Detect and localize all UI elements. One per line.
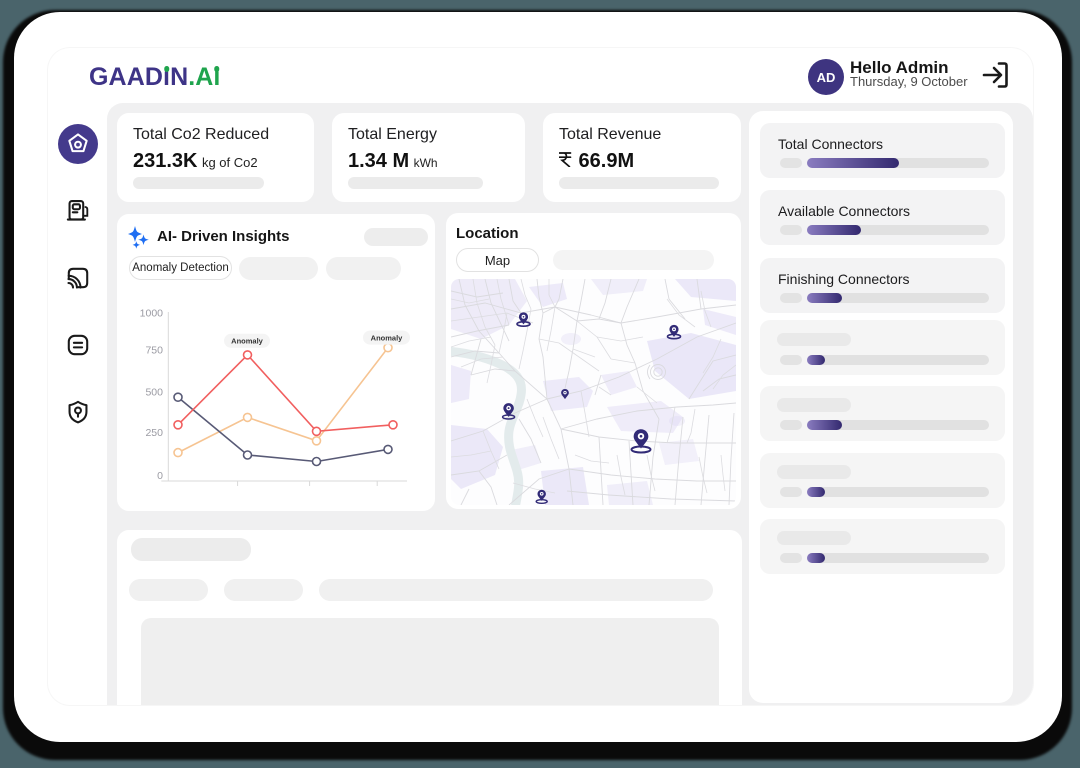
svg-text:Anomaly: Anomaly [231, 337, 264, 346]
svg-text:500: 500 [145, 386, 163, 398]
svg-text:Anomaly: Anomaly [371, 333, 404, 342]
svg-text:250: 250 [145, 427, 163, 439]
svg-text:750: 750 [145, 344, 163, 356]
svg-text:0: 0 [157, 470, 163, 482]
svg-text:1000: 1000 [140, 307, 164, 319]
